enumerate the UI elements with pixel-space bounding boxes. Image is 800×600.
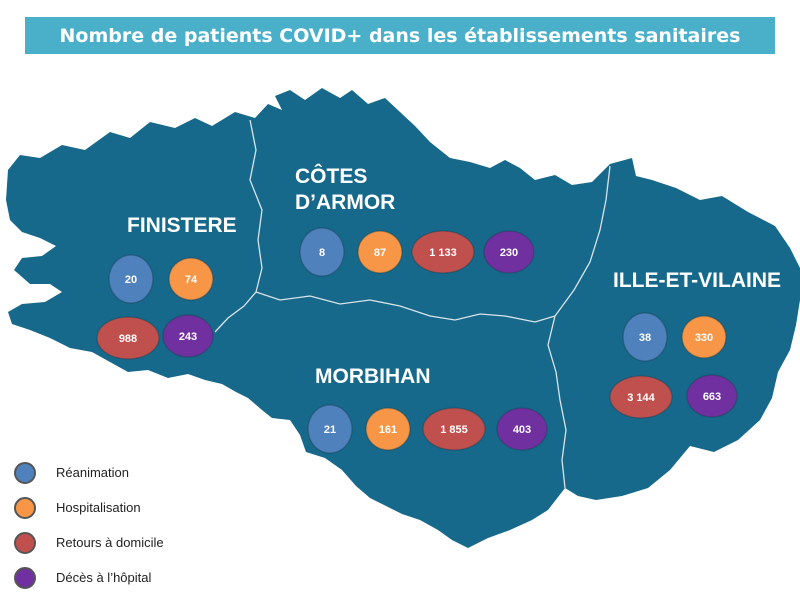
bubble-morbihan-retours bbox=[422, 407, 486, 451]
legend-item-hospitalisation: Hospitalisation bbox=[14, 490, 164, 525]
legend-item-retours: Retours à domicile bbox=[14, 525, 164, 560]
department-name-ille: ILLE-ET-VILAINE bbox=[613, 269, 781, 292]
value-finistere-reanimation: 20 bbox=[125, 274, 137, 286]
value-cotes-deces: 230 bbox=[500, 247, 518, 259]
value-cotes-hospitalisation: 87 bbox=[374, 247, 386, 259]
legend: Réanimation Hospitalisation Retours à domi… bbox=[14, 455, 164, 595]
legend-label: Réanimation bbox=[56, 465, 129, 480]
brittany-region-shape bbox=[6, 88, 800, 548]
bubble-ille-reanimation bbox=[622, 312, 668, 362]
value-ille-deces: 663 bbox=[703, 391, 721, 403]
value-ille-retours: 3 144 bbox=[627, 392, 655, 404]
bubble-cotes-retours bbox=[411, 230, 475, 274]
department-name-finistere: FINISTERE bbox=[127, 214, 237, 237]
value-finistere-deces: 243 bbox=[179, 331, 197, 343]
department-name-morbihan: MORBIHAN bbox=[315, 365, 431, 388]
map-title: Nombre de patients COVID+ dans les établ… bbox=[25, 17, 775, 54]
bubble-morbihan-reanimation bbox=[307, 404, 353, 454]
value-ille-reanimation: 38 bbox=[639, 332, 651, 344]
department-bubbles: 20 74 988 243 8 87 1 133 230 21 161 1 855 403 38 330 3… bbox=[96, 227, 738, 454]
value-ille-hospitalisation: 330 bbox=[695, 332, 713, 344]
value-finistere-retours: 988 bbox=[119, 333, 137, 345]
legend-swatch-hospitalisation bbox=[14, 496, 36, 519]
legend-swatch-retours bbox=[14, 531, 36, 554]
legend-item-deces: Décès à l’hôpital bbox=[14, 560, 164, 595]
value-cotes-retours: 1 133 bbox=[429, 247, 457, 259]
legend-label: Hospitalisation bbox=[56, 500, 141, 515]
legend-swatch-deces bbox=[14, 566, 36, 589]
legend-label: Retours à domicile bbox=[56, 535, 164, 550]
value-morbihan-hospitalisation: 161 bbox=[379, 424, 397, 436]
bubble-morbihan-hospitalisation bbox=[365, 407, 411, 451]
bubble-ille-deces bbox=[686, 374, 738, 418]
bubble-finistere-retours bbox=[96, 316, 160, 360]
department-name-cotes: CÔTES bbox=[295, 164, 367, 188]
value-cotes-reanimation: 8 bbox=[319, 247, 325, 259]
department-labels: FINISTERE CÔTES D’ARMOR MORBIHAN ILLE-ET-VIL… bbox=[127, 164, 781, 388]
bubble-finistere-hospitalisation bbox=[168, 257, 214, 301]
legend-label: Décès à l’hôpital bbox=[56, 570, 152, 585]
bubble-cotes-hospitalisation bbox=[357, 230, 403, 274]
value-morbihan-deces: 403 bbox=[513, 424, 531, 436]
bubble-cotes-deces bbox=[483, 230, 535, 274]
bubble-ille-retours bbox=[609, 375, 673, 419]
legend-item-reanimation: Réanimation bbox=[14, 455, 164, 490]
bubble-ille-hospitalisation bbox=[681, 315, 727, 359]
department-name-cotes: D’ARMOR bbox=[295, 191, 395, 214]
bubble-finistere-deces bbox=[162, 314, 214, 358]
value-morbihan-retours: 1 855 bbox=[440, 424, 468, 436]
value-morbihan-reanimation: 21 bbox=[324, 424, 336, 436]
bubble-finistere-reanimation bbox=[108, 254, 154, 304]
department-borders bbox=[214, 119, 611, 489]
value-finistere-hospitalisation: 74 bbox=[185, 274, 198, 286]
bubble-morbihan-deces bbox=[496, 407, 548, 451]
legend-swatch-reanimation bbox=[14, 461, 36, 484]
bubble-cotes-reanimation bbox=[299, 227, 345, 277]
